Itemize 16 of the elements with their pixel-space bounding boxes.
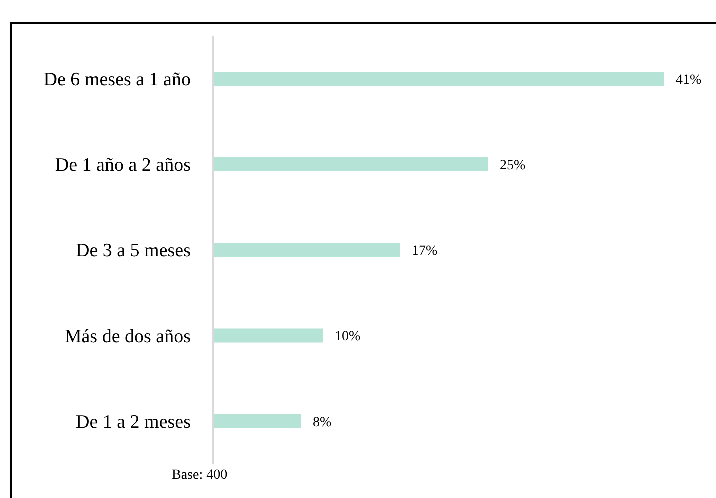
bar xyxy=(213,72,664,86)
y-tick-label: De 1 año a 2 años xyxy=(55,155,191,176)
bar xyxy=(213,158,488,172)
bar xyxy=(213,243,400,258)
y-tick-label: De 1 a 2 meses xyxy=(76,412,191,433)
data-label: 8% xyxy=(313,415,332,430)
y-tick-label: De 6 meses a 1 año xyxy=(44,70,191,91)
data-label: 25% xyxy=(500,158,526,174)
bar xyxy=(213,414,301,428)
y-tick-label: De 3 a 5 meses xyxy=(76,240,191,262)
data-label: 17% xyxy=(412,244,438,260)
data-label: 10% xyxy=(335,330,361,345)
y-tick-label: Más de dos años xyxy=(64,326,191,348)
bar xyxy=(213,328,323,343)
text: Base: 400 xyxy=(172,468,228,484)
data-label: 41% xyxy=(676,72,702,88)
